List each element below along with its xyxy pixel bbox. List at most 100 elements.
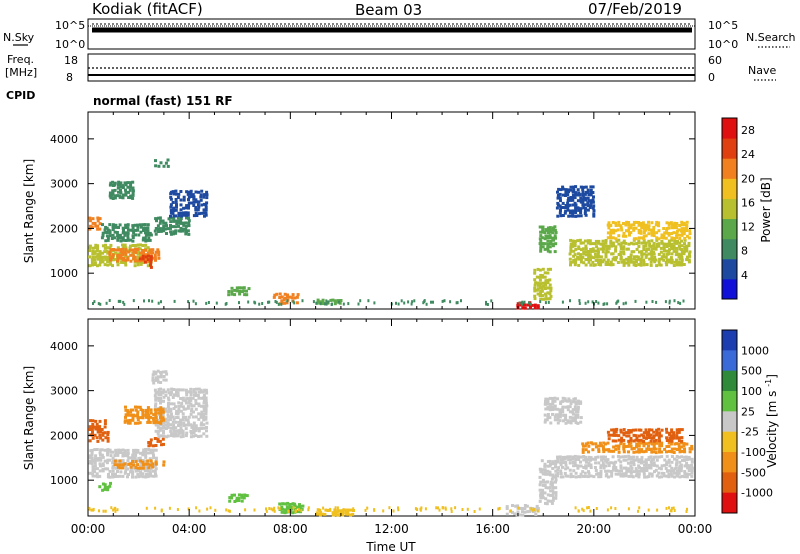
date-label: 07/Feb/2019 (588, 0, 682, 18)
data-cell (617, 234, 621, 238)
data-cell (541, 472, 545, 476)
data-cell (202, 423, 206, 427)
data-cell (680, 263, 684, 267)
data-cell (680, 428, 684, 432)
data-cell (272, 295, 276, 299)
data-cell (157, 230, 160, 233)
data-cell (189, 189, 193, 193)
data-cell (96, 246, 99, 250)
data-cell (204, 415, 208, 419)
data-cell (291, 502, 295, 506)
data-cell (622, 245, 626, 249)
data-cell (129, 408, 133, 412)
data-cell (326, 509, 330, 512)
data-cell (584, 464, 588, 468)
data-cell (589, 199, 593, 203)
data-cell (550, 501, 554, 505)
data-cell (551, 486, 555, 490)
data-cell (443, 299, 446, 303)
data-cell (141, 254, 145, 258)
colorbar-segment (722, 158, 737, 179)
data-cell (642, 434, 645, 438)
data-cell (632, 237, 636, 241)
data-cell (553, 415, 557, 419)
data-cell (672, 244, 676, 248)
data-cell (624, 261, 628, 265)
data-cell (293, 296, 297, 300)
data-cell (315, 301, 318, 305)
data-cell (571, 400, 575, 404)
data-cell (567, 458, 571, 462)
data-cell (278, 302, 282, 306)
data-cell (254, 301, 257, 305)
data-cell (543, 231, 547, 234)
data-cell (632, 220, 636, 224)
data-cell (622, 250, 626, 254)
data-cell (619, 226, 623, 230)
data-cell (586, 506, 589, 510)
data-cell (146, 223, 150, 227)
data-cell (652, 439, 656, 443)
data-cell (116, 252, 120, 256)
data-cell (319, 510, 323, 514)
data-cell (291, 511, 295, 515)
data-cell (113, 183, 117, 187)
data-cell (682, 252, 686, 256)
data-cell (197, 396, 201, 400)
data-cell (139, 225, 143, 229)
data-cell (644, 249, 648, 253)
data-cell (556, 201, 560, 205)
data-cell (573, 244, 577, 248)
data-cell (172, 206, 176, 210)
data-cell (591, 185, 595, 189)
data-cell (642, 223, 646, 227)
data-cell (466, 507, 469, 511)
data-cell (579, 416, 583, 420)
data-cell (151, 462, 155, 466)
data-cell (126, 226, 130, 230)
data-cell (559, 472, 563, 476)
x-tick-label: 08:00 (273, 522, 308, 536)
data-cell (169, 214, 172, 218)
data-cell (682, 444, 686, 448)
data-cell (533, 271, 537, 275)
data-cell (662, 258, 666, 262)
data-cell (665, 474, 669, 478)
data-cell (323, 512, 327, 516)
data-cell (184, 423, 188, 427)
data-cell (578, 299, 581, 303)
data-cell (549, 473, 552, 477)
data-cell (521, 302, 524, 306)
nsky-tick-bottom: 10^0 (55, 38, 85, 51)
data-cell (604, 252, 608, 256)
data-cell (604, 255, 608, 259)
data-cell (197, 200, 201, 204)
y-tick-label: 2000 (50, 222, 78, 235)
data-cell (581, 187, 585, 191)
data-cell (673, 457, 676, 461)
data-cell (283, 508, 287, 512)
colorbar-tick-label: -500 (741, 466, 766, 479)
data-cell (668, 449, 671, 453)
colorbar-tick-label: 24 (741, 148, 755, 161)
data-cell (602, 242, 606, 246)
data-cell (561, 419, 565, 423)
data-cell (551, 231, 555, 235)
data-cell (172, 209, 176, 213)
data-cell (171, 396, 175, 399)
data-cell (119, 451, 122, 454)
data-cell (678, 475, 682, 479)
data-cell (546, 402, 550, 406)
data-cell (318, 300, 322, 304)
velocity-label-superscript: -1 (764, 379, 773, 387)
data-cell (655, 264, 659, 268)
data-cell (594, 249, 597, 253)
data-cell (111, 475, 115, 479)
data-cell (546, 229, 550, 232)
data-cell (142, 250, 145, 254)
data-cell (162, 426, 165, 430)
data-cell (169, 429, 173, 433)
data-cell (174, 231, 178, 235)
data-cell (589, 263, 593, 267)
data-cell (96, 216, 100, 220)
